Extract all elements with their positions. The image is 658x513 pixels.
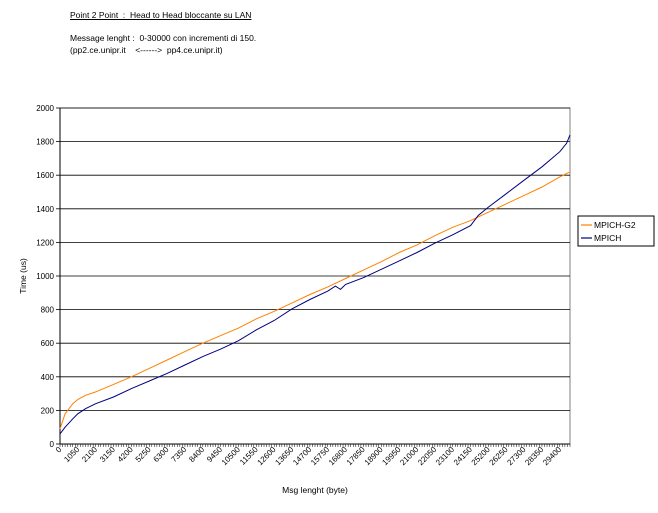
y-axis-label: Time (us) xyxy=(18,258,28,294)
x-tick-label: 26250 xyxy=(488,445,510,467)
x-tick-label: 0 xyxy=(54,445,64,455)
y-tick-label: 200 xyxy=(41,406,55,415)
x-tick-label: 24150 xyxy=(452,445,474,467)
x-tick-label: 4200 xyxy=(116,445,135,464)
y-tick-label: 1600 xyxy=(36,171,54,180)
x-tick-label: 6300 xyxy=(152,445,171,464)
x-tick-label: 17850 xyxy=(345,445,367,467)
x-tick-label: 12600 xyxy=(256,445,278,467)
x-tick-label: 13650 xyxy=(273,445,295,467)
series-line-mpich-g2 xyxy=(59,171,571,430)
x-tick-label: 16800 xyxy=(327,445,349,467)
y-tick-label: 2000 xyxy=(36,104,54,113)
chart-subtitle-1: Message lenght : 0-30000 con incrementi … xyxy=(70,33,257,43)
series-line-mpich xyxy=(59,134,571,435)
chart-title: Point 2 Point : Head to Head bloccante s… xyxy=(70,10,252,20)
x-tick-label: 23100 xyxy=(434,445,456,467)
y-tick-label: 1000 xyxy=(36,272,54,281)
x-tick-label: 14700 xyxy=(291,445,313,467)
x-tick-label: 21000 xyxy=(398,445,420,467)
y-axis-ticks: 0 200 400 600 800 1000 1200 1400 1600 1800 2000 xyxy=(36,104,61,449)
x-tick-label: 15750 xyxy=(309,445,331,467)
y-tick-label: 600 xyxy=(41,339,55,348)
x-tick-label: 10500 xyxy=(220,445,242,467)
series-lines xyxy=(59,134,571,435)
x-tick-label: 27300 xyxy=(505,445,527,467)
gridlines xyxy=(60,107,570,445)
legend: MPICH-G2 MPICH xyxy=(577,215,655,247)
legend-box xyxy=(577,215,655,247)
x-axis-label: Msg lenght (byte) xyxy=(282,485,348,495)
chart-subtitle-2: (pp2.ce.unipr.it <------> pp4.ce.unipr.i… xyxy=(70,45,223,55)
x-tick-label: 2100 xyxy=(80,445,99,464)
y-tick-label: 1200 xyxy=(36,238,54,247)
x-tick-label: 8400 xyxy=(187,445,206,464)
x-tick-label: 5250 xyxy=(134,445,153,464)
y-tick-label: 400 xyxy=(41,373,55,382)
legend-label: MPICH xyxy=(594,233,621,243)
x-tick-label: 28350 xyxy=(523,445,545,467)
x-tick-label: 29400 xyxy=(541,445,563,467)
y-tick-label: 800 xyxy=(41,306,55,315)
x-tick-label: 3150 xyxy=(98,445,117,464)
x-tick-label: 1050 xyxy=(62,445,81,464)
legend-label: MPICH-G2 xyxy=(594,220,636,230)
y-tick-label: 1400 xyxy=(36,205,54,214)
y-tick-label: 0 xyxy=(50,440,55,449)
x-tick-label: 25200 xyxy=(470,445,492,467)
x-tick-label: 22050 xyxy=(416,445,438,467)
x-tick-label: 19950 xyxy=(380,445,402,467)
x-axis-ticks: 0105021003150420052506300735084009450105… xyxy=(54,443,571,467)
y-tick-label: 1800 xyxy=(36,138,54,147)
x-tick-label: 18900 xyxy=(363,445,385,467)
x-tick-label: 7350 xyxy=(169,445,188,464)
